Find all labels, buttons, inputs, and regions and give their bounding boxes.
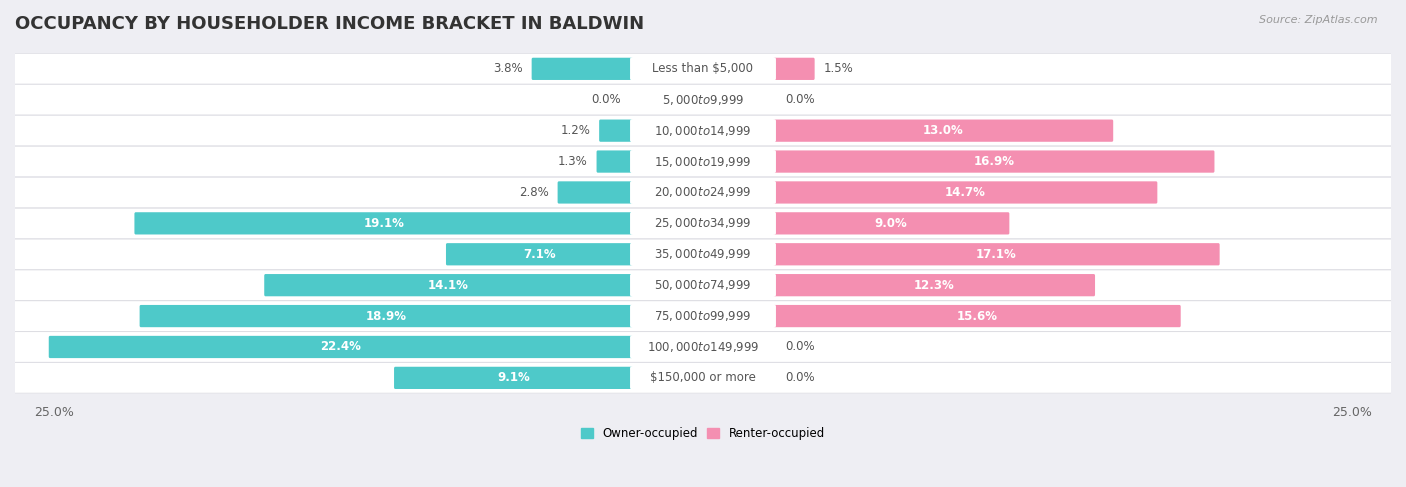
FancyBboxPatch shape [394, 367, 633, 389]
Text: 12.3%: 12.3% [914, 279, 955, 292]
Text: $20,000 to $24,999: $20,000 to $24,999 [654, 186, 752, 200]
Text: 15.6%: 15.6% [956, 310, 997, 322]
FancyBboxPatch shape [531, 58, 633, 80]
Text: Source: ZipAtlas.com: Source: ZipAtlas.com [1260, 15, 1378, 25]
Text: $150,000 or more: $150,000 or more [650, 372, 756, 384]
FancyBboxPatch shape [630, 212, 776, 235]
Text: $15,000 to $19,999: $15,000 to $19,999 [654, 154, 752, 169]
Text: 3.8%: 3.8% [494, 62, 523, 75]
FancyBboxPatch shape [630, 336, 776, 358]
FancyBboxPatch shape [446, 243, 633, 265]
Text: $25,000 to $34,999: $25,000 to $34,999 [654, 216, 752, 230]
FancyBboxPatch shape [630, 366, 776, 389]
FancyBboxPatch shape [773, 243, 1219, 265]
Text: 1.5%: 1.5% [824, 62, 853, 75]
FancyBboxPatch shape [49, 336, 633, 358]
Text: 1.2%: 1.2% [560, 124, 591, 137]
FancyBboxPatch shape [139, 305, 633, 327]
Text: 0.0%: 0.0% [592, 93, 621, 106]
Text: 7.1%: 7.1% [523, 248, 555, 261]
Text: $5,000 to $9,999: $5,000 to $9,999 [662, 93, 744, 107]
Legend: Owner-occupied, Renter-occupied: Owner-occupied, Renter-occupied [576, 422, 830, 445]
FancyBboxPatch shape [773, 212, 1010, 234]
FancyBboxPatch shape [14, 115, 1392, 146]
FancyBboxPatch shape [773, 58, 814, 80]
Text: 17.1%: 17.1% [976, 248, 1017, 261]
Text: $75,000 to $99,999: $75,000 to $99,999 [654, 309, 752, 323]
FancyBboxPatch shape [14, 177, 1392, 207]
FancyBboxPatch shape [14, 85, 1392, 115]
FancyBboxPatch shape [14, 332, 1392, 362]
FancyBboxPatch shape [14, 363, 1392, 393]
Text: 14.7%: 14.7% [945, 186, 986, 199]
Text: 22.4%: 22.4% [321, 340, 361, 354]
FancyBboxPatch shape [630, 119, 776, 142]
Text: 0.0%: 0.0% [785, 93, 814, 106]
Text: 2.8%: 2.8% [519, 186, 548, 199]
Text: 16.9%: 16.9% [973, 155, 1014, 168]
FancyBboxPatch shape [630, 57, 776, 80]
Text: $10,000 to $14,999: $10,000 to $14,999 [654, 124, 752, 138]
Text: 9.0%: 9.0% [875, 217, 908, 230]
Text: OCCUPANCY BY HOUSEHOLDER INCOME BRACKET IN BALDWIN: OCCUPANCY BY HOUSEHOLDER INCOME BRACKET … [15, 15, 644, 33]
Text: $35,000 to $49,999: $35,000 to $49,999 [654, 247, 752, 261]
FancyBboxPatch shape [630, 305, 776, 327]
FancyBboxPatch shape [14, 54, 1392, 84]
Text: 13.0%: 13.0% [922, 124, 963, 137]
FancyBboxPatch shape [596, 150, 633, 173]
FancyBboxPatch shape [135, 212, 633, 234]
FancyBboxPatch shape [773, 150, 1215, 173]
Text: 14.1%: 14.1% [429, 279, 470, 292]
Text: 19.1%: 19.1% [363, 217, 404, 230]
FancyBboxPatch shape [264, 274, 633, 296]
FancyBboxPatch shape [14, 147, 1392, 177]
FancyBboxPatch shape [773, 119, 1114, 142]
FancyBboxPatch shape [773, 274, 1095, 296]
FancyBboxPatch shape [773, 181, 1157, 204]
FancyBboxPatch shape [630, 150, 776, 173]
Text: $100,000 to $149,999: $100,000 to $149,999 [647, 340, 759, 354]
Text: Less than $5,000: Less than $5,000 [652, 62, 754, 75]
FancyBboxPatch shape [773, 305, 1181, 327]
Text: 1.3%: 1.3% [558, 155, 588, 168]
FancyBboxPatch shape [630, 88, 776, 111]
FancyBboxPatch shape [630, 181, 776, 204]
FancyBboxPatch shape [14, 208, 1392, 239]
FancyBboxPatch shape [14, 239, 1392, 269]
FancyBboxPatch shape [630, 274, 776, 297]
FancyBboxPatch shape [558, 181, 633, 204]
FancyBboxPatch shape [599, 119, 633, 142]
Text: 0.0%: 0.0% [785, 340, 814, 354]
Text: 9.1%: 9.1% [498, 372, 530, 384]
FancyBboxPatch shape [630, 243, 776, 266]
FancyBboxPatch shape [14, 270, 1392, 300]
Text: 18.9%: 18.9% [366, 310, 406, 322]
FancyBboxPatch shape [14, 301, 1392, 331]
Text: 0.0%: 0.0% [785, 372, 814, 384]
Text: $50,000 to $74,999: $50,000 to $74,999 [654, 278, 752, 292]
